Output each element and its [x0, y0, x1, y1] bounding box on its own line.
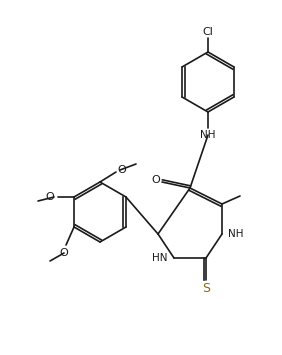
Text: O: O [46, 192, 54, 202]
Text: O: O [152, 175, 160, 185]
Text: O: O [118, 165, 126, 175]
Text: HN: HN [152, 253, 168, 263]
Text: S: S [202, 282, 210, 295]
Text: NH: NH [200, 130, 216, 140]
Text: Cl: Cl [202, 27, 213, 37]
Text: NH: NH [228, 229, 244, 239]
Text: O: O [60, 248, 69, 258]
